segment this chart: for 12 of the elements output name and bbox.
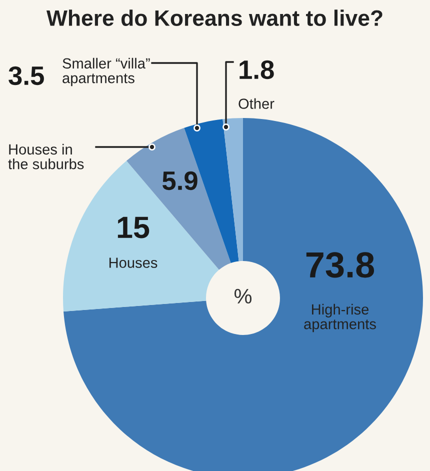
text: % <box>234 288 252 304</box>
data-label: 3.5 <box>8 66 44 86</box>
slice-label: Smaller “villa” apartments <box>62 58 150 86</box>
slice-label: High-rise apartments <box>304 304 376 332</box>
data-label: 73.8 <box>306 252 374 278</box>
slice-label: Houses <box>109 258 158 268</box>
chart-title: Where do Koreans want to live? <box>46 10 382 26</box>
data-label: 15 <box>118 216 150 238</box>
slice-label: Other <box>238 98 274 109</box>
data-label: 5.9 <box>162 171 198 190</box>
slice-label: Houses in the suburbs <box>8 144 84 170</box>
data-label: 1.8 <box>240 60 274 80</box>
